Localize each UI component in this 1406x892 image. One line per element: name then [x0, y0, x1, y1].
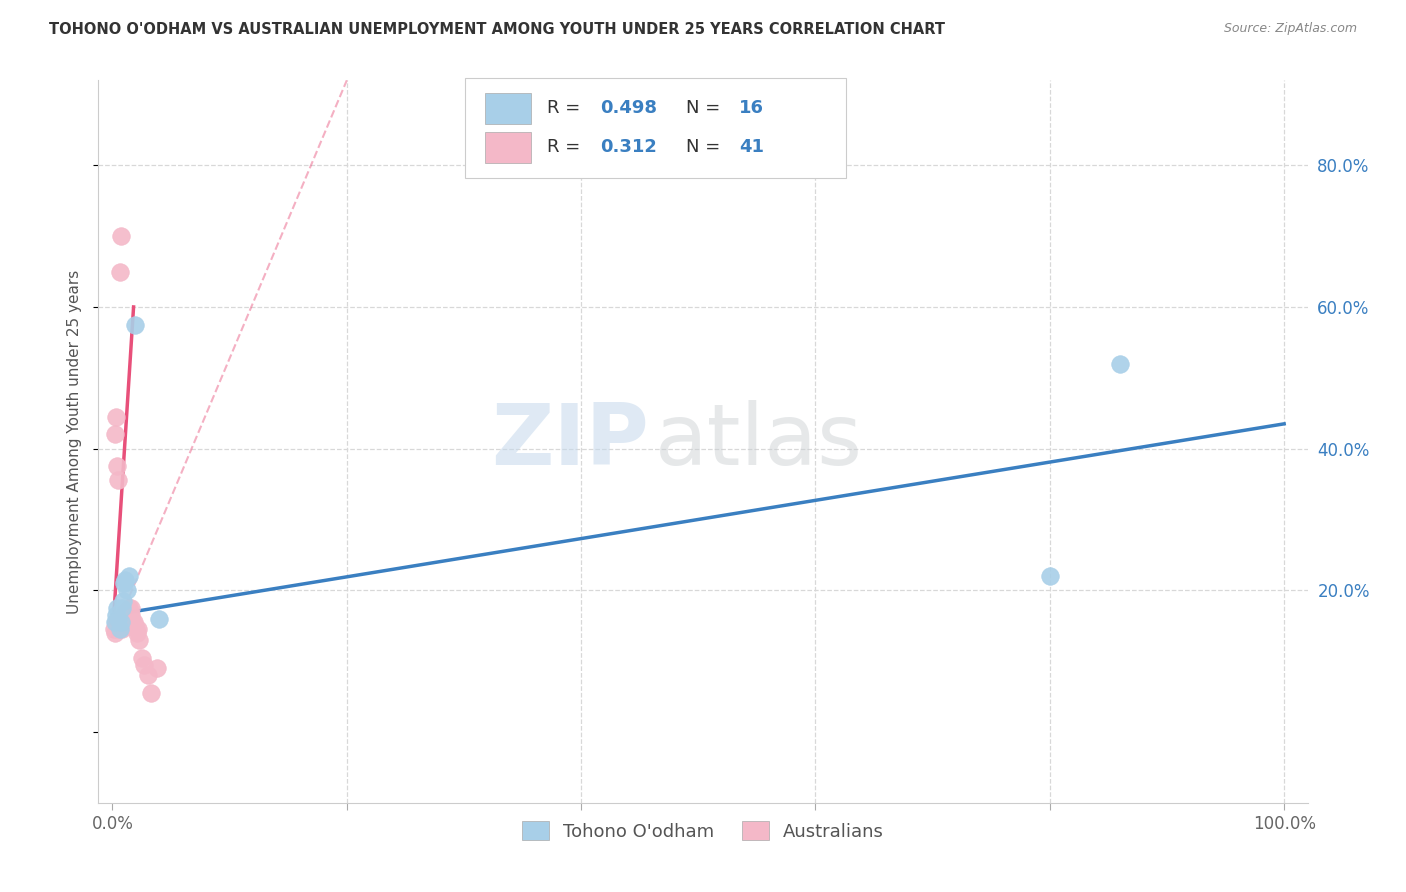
Point: [127, 622, 149, 636]
Point: [104, 625, 127, 640]
Point: [111, 622, 134, 636]
Point: [112, 618, 135, 632]
Text: 16: 16: [740, 100, 765, 118]
Point: [110, 229, 132, 244]
Point: [110, 615, 132, 630]
Point: [112, 594, 135, 608]
Point: [127, 625, 149, 640]
Point: [104, 427, 127, 442]
Point: [105, 622, 128, 636]
Point: [111, 601, 134, 615]
Point: [118, 601, 141, 615]
Point: [115, 583, 138, 598]
Point: [1039, 569, 1062, 583]
Text: N =: N =: [686, 138, 725, 156]
Point: [118, 569, 141, 583]
Point: [105, 608, 128, 623]
Point: [125, 622, 148, 636]
Point: [107, 615, 129, 630]
Point: [1109, 357, 1132, 371]
Point: [114, 605, 136, 619]
Point: [124, 318, 146, 332]
Text: TOHONO O'ODHAM VS AUSTRALIAN UNEMPLOYMENT AMONG YOUTH UNDER 25 YEARS CORRELATION: TOHONO O'ODHAM VS AUSTRALIAN UNEMPLOYMEN…: [49, 22, 945, 37]
Point: [120, 605, 141, 619]
Point: [112, 615, 135, 630]
Point: [124, 618, 146, 632]
Text: 0.312: 0.312: [600, 138, 657, 156]
Text: 0.498: 0.498: [600, 100, 657, 118]
Point: [117, 612, 139, 626]
FancyBboxPatch shape: [465, 78, 845, 178]
Point: [120, 612, 141, 626]
Point: [105, 615, 128, 630]
Point: [112, 608, 135, 623]
Legend: Tohono O'odham, Australians: Tohono O'odham, Australians: [515, 814, 891, 848]
Point: [136, 668, 159, 682]
Point: [121, 615, 143, 630]
Text: 41: 41: [740, 138, 765, 156]
Y-axis label: Unemployment Among Youth under 25 years: Unemployment Among Youth under 25 years: [67, 269, 83, 614]
Point: [114, 612, 136, 626]
Point: [131, 650, 153, 665]
Point: [108, 622, 131, 636]
Point: [105, 409, 128, 424]
Point: [120, 601, 142, 615]
Point: [115, 615, 138, 630]
Point: [105, 601, 128, 615]
Point: [132, 657, 156, 672]
FancyBboxPatch shape: [485, 132, 531, 162]
Text: atlas: atlas: [655, 400, 863, 483]
Point: [103, 622, 125, 636]
Point: [141, 686, 163, 700]
Text: R =: R =: [547, 100, 586, 118]
Text: Source: ZipAtlas.com: Source: ZipAtlas.com: [1223, 22, 1357, 36]
Text: ZIP: ZIP: [491, 400, 648, 483]
Point: [148, 612, 170, 626]
Point: [146, 661, 169, 675]
Point: [122, 615, 145, 630]
Text: N =: N =: [686, 100, 725, 118]
Point: [112, 576, 135, 591]
Point: [128, 632, 150, 647]
Point: [117, 605, 139, 619]
Point: [115, 608, 138, 623]
Point: [104, 615, 127, 630]
Point: [118, 608, 141, 623]
Point: [108, 618, 131, 632]
Point: [114, 573, 136, 587]
Point: [105, 459, 128, 474]
Point: [120, 608, 142, 623]
Point: [107, 474, 129, 488]
Point: [108, 264, 131, 278]
Point: [110, 615, 132, 630]
Text: R =: R =: [547, 138, 586, 156]
Point: [107, 612, 129, 626]
FancyBboxPatch shape: [485, 94, 531, 124]
